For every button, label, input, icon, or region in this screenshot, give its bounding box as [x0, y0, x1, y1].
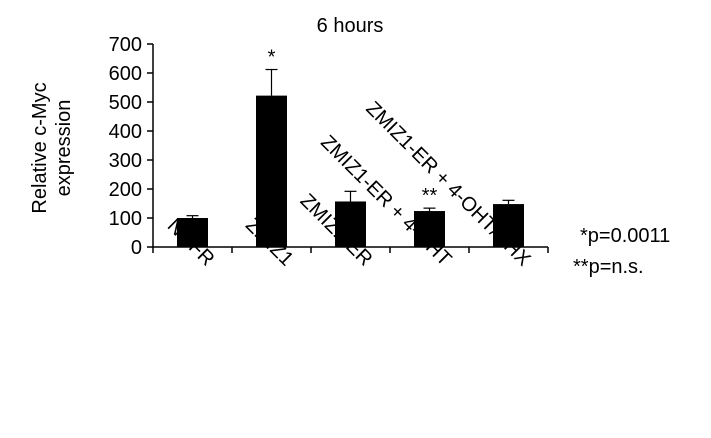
x-tick-label: ZMIZ1-ER + 4-OHT/CHX — [361, 97, 534, 270]
y-axis-label-line-2: expression — [53, 100, 75, 197]
y-tick-label: 500 — [109, 92, 142, 114]
y-tick-label: 600 — [109, 63, 142, 85]
y-axis-label: Relative c-Myc expression — [29, 82, 75, 213]
y-tick-label: 300 — [109, 150, 142, 172]
plot-area: 0100200300400500600700NGFR*ZMIZ1ZMIZ1-ER… — [109, 34, 549, 271]
y-tick-label: 700 — [109, 34, 142, 56]
bar — [493, 204, 524, 247]
significance-note-2: **p=n.s. — [573, 256, 644, 278]
bar — [335, 201, 366, 247]
bar — [256, 95, 287, 248]
significance-note-1: *p=0.0011 — [580, 225, 670, 247]
bar — [177, 218, 208, 247]
y-tick-label: 100 — [109, 208, 142, 230]
bar — [414, 211, 445, 247]
y-axis-label-line-1: Relative c-Myc — [29, 82, 51, 213]
y-tick-label: 400 — [109, 121, 142, 143]
significance-marker: * — [268, 47, 276, 69]
y-tick-label: 0 — [131, 237, 142, 259]
chart-title: 6 hours — [317, 15, 384, 37]
y-tick-label: 200 — [109, 179, 142, 201]
significance-marker: ** — [422, 185, 438, 207]
